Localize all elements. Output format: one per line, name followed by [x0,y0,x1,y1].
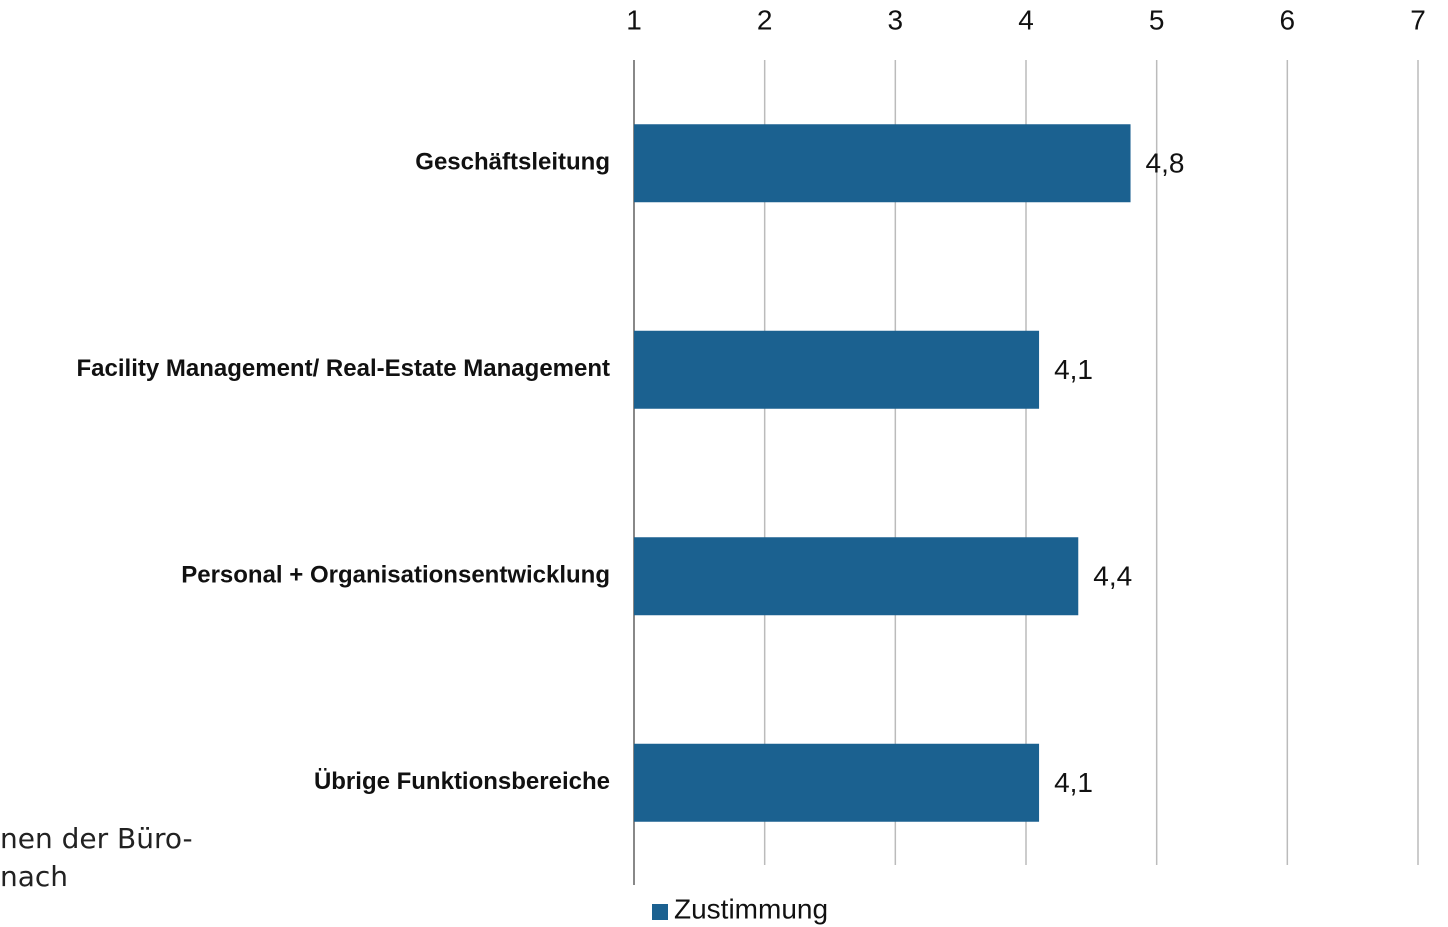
x-tick-label: 1 [626,4,642,35]
y-tick-label: Personal + Organisationsentwicklung [181,562,610,589]
x-tick-label: 5 [1149,4,1165,35]
value-label: 4,8 [1146,148,1185,179]
bar [634,743,1040,822]
value-label: 4,1 [1054,354,1093,385]
bar [634,537,1079,616]
bar [634,124,1131,203]
bar [634,330,1040,409]
x-tick-label: 3 [888,4,904,35]
y-tick-label: Übrige Funktionsbereiche [314,768,610,795]
value-label: 4,1 [1054,767,1093,798]
y-tick-label: Geschäftsleitung [415,149,610,176]
annotation: nen der Büro- [0,822,193,855]
y-tick-label: Facility Management/ Real-Estate Managem… [77,355,610,382]
x-tick-label: 7 [1410,4,1426,35]
x-tick-label: 6 [1280,4,1296,35]
legend-swatch [652,904,668,920]
annotation: nach [0,860,68,893]
legend-label: Zustimmung [674,893,828,924]
x-tick-label: 2 [757,4,773,35]
x-tick-label: 4 [1018,4,1034,35]
value-label: 4,4 [1093,561,1132,592]
